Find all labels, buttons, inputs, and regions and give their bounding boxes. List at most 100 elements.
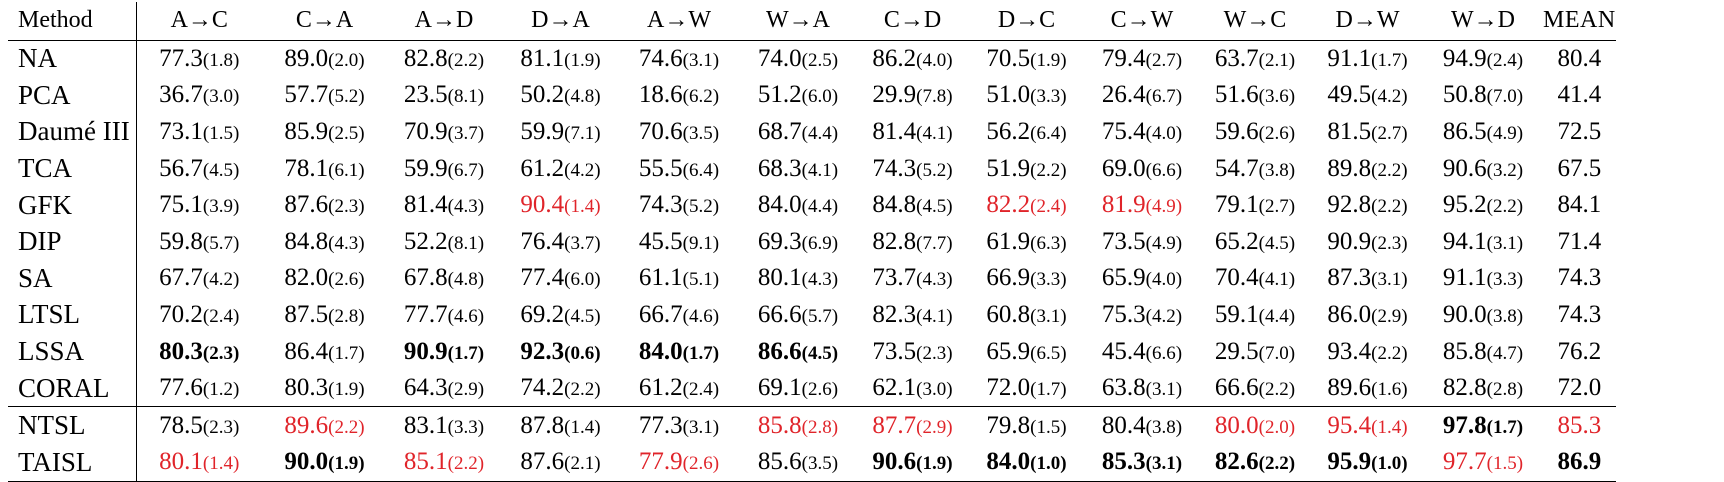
task-column-header: D→A <box>501 2 620 41</box>
accuracy-value: 81.4 <box>872 117 917 145</box>
accuracy-cell: 74.2(2.2) <box>501 370 620 407</box>
table-row: DIP 59.8(5.7) 84.8(4.3) 52.2(8.1) 76.4(3.7) 4… <box>8 223 1616 261</box>
accuracy-value: 91.1 <box>1327 44 1372 72</box>
accuracy-value: 67.8 <box>403 264 448 292</box>
accuracy-value: 80.3 <box>284 374 329 402</box>
std-dev: (2.2) <box>1258 379 1296 401</box>
table-row: NA 77.3(1.8) 89.0(2.0) 82.8(2.2) 81.1(1.9) 74… <box>8 40 1616 78</box>
std-dev: (2.2) <box>447 453 485 475</box>
task-column-header: A→D <box>387 2 501 41</box>
std-dev: (3.0) <box>916 379 953 401</box>
accuracy-value: 45.5 <box>638 227 683 255</box>
std-dev: (2.2) <box>564 379 601 401</box>
std-dev: (4.5) <box>564 305 601 327</box>
accuracy-cell: 85.8(4.7) <box>1423 333 1543 370</box>
accuracy-value: 79.1 <box>1214 191 1259 219</box>
accuracy-value: 80.0 <box>1214 411 1259 439</box>
accuracy-cell: 80.3(2.3) <box>136 333 262 370</box>
accuracy-value: 80.1 <box>757 264 802 292</box>
accuracy-value: 87.5 <box>284 300 329 328</box>
accuracy-value: 85.6 <box>757 448 802 476</box>
accuracy-value: 74.3 <box>872 154 917 182</box>
method-name: TCA <box>8 150 137 187</box>
accuracy-value: 51.6 <box>1214 81 1259 109</box>
mean-cell: 84.1 <box>1543 187 1616 224</box>
std-dev: (7.7) <box>916 232 953 254</box>
std-dev: (4.3) <box>916 269 953 291</box>
accuracy-value: 64.3 <box>403 374 448 402</box>
std-dev: (1.9) <box>916 453 953 475</box>
accuracy-value: 54.7 <box>1214 154 1259 182</box>
std-dev: (1.4) <box>564 416 601 438</box>
accuracy-cell: 75.1(3.9) <box>136 187 262 224</box>
accuracy-value: 95.9 <box>1327 448 1372 476</box>
accuracy-value: 77.6 <box>159 374 203 402</box>
std-dev: (4.2) <box>1371 86 1408 108</box>
accuracy-value: 83.1 <box>403 411 448 439</box>
std-dev: (5.2) <box>328 86 365 108</box>
std-dev: (2.8) <box>328 305 365 327</box>
accuracy-value: 77.3 <box>638 411 683 439</box>
std-dev: (0.6) <box>564 342 601 364</box>
accuracy-cell: 86.0(2.9) <box>1312 297 1423 334</box>
std-dev: (3.1) <box>1030 305 1067 327</box>
accuracy-value: 51.0 <box>986 81 1031 109</box>
std-dev: (3.7) <box>447 122 485 144</box>
accuracy-cell: 81.4(4.3) <box>387 187 501 224</box>
accuracy-cell: 80.0(2.0) <box>1198 406 1312 445</box>
accuracy-cell: 59.9(7.1) <box>501 114 620 151</box>
accuracy-value: 85.9 <box>284 117 329 145</box>
accuracy-value: 81.4 <box>403 191 448 219</box>
accuracy-cell: 70.9(3.7) <box>387 114 501 151</box>
accuracy-value: 85.1 <box>403 448 448 476</box>
accuracy-value: 84.0 <box>986 448 1031 476</box>
accuracy-value: 51.9 <box>986 154 1031 182</box>
std-dev: (2.6) <box>1258 122 1296 144</box>
accuracy-cell: 85.6(3.5) <box>738 444 858 482</box>
accuracy-value: 89.0 <box>284 44 329 72</box>
accuracy-cell: 74.0(2.5) <box>738 40 858 77</box>
accuracy-value: 67.7 <box>159 264 203 292</box>
accuracy-value: 92.8 <box>1327 191 1372 219</box>
accuracy-value: 75.3 <box>1101 300 1146 328</box>
std-dev: (3.3) <box>1486 269 1524 291</box>
accuracy-value: 82.8 <box>403 44 448 72</box>
accuracy-cell: 95.4(1.4) <box>1312 406 1423 445</box>
mean-value: 41.4 <box>1557 81 1602 109</box>
accuracy-cell: 82.2(2.4) <box>967 187 1086 224</box>
accuracy-cell: 84.8(4.3) <box>262 223 387 260</box>
std-dev: (2.2) <box>1486 196 1524 218</box>
accuracy-cell: 55.5(6.4) <box>620 150 738 187</box>
accuracy-value: 90.0 <box>1442 300 1487 328</box>
accuracy-value: 23.5 <box>403 81 448 109</box>
accuracy-cell: 63.8(3.1) <box>1086 370 1198 407</box>
method-name: CORAL <box>8 369 137 407</box>
std-dev: (7.8) <box>916 86 953 108</box>
accuracy-cell: 54.7(3.8) <box>1198 150 1312 187</box>
std-dev: (3.3) <box>447 416 485 438</box>
accuracy-value: 61.2 <box>520 154 565 182</box>
accuracy-value: 61.9 <box>986 227 1031 255</box>
accuracy-cell: 91.1(1.7) <box>1312 40 1423 77</box>
mean-cell: 72.5 <box>1543 114 1616 151</box>
accuracy-value: 49.5 <box>1327 81 1372 109</box>
accuracy-cell: 50.8(7.0) <box>1423 77 1543 114</box>
accuracy-value: 70.9 <box>403 117 448 145</box>
std-dev: (1.8) <box>202 49 240 71</box>
std-dev: (6.1) <box>328 159 365 181</box>
method-name: NTSL <box>8 406 137 445</box>
accuracy-value: 45.4 <box>1101 337 1146 365</box>
std-dev: (6.2) <box>682 86 720 108</box>
accuracy-cell: 51.9(2.2) <box>967 150 1086 187</box>
accuracy-value: 50.2 <box>520 81 565 109</box>
std-dev: (6.6) <box>1145 342 1183 364</box>
std-dev: (2.9) <box>447 379 485 401</box>
method-name: GFK <box>8 186 137 224</box>
std-dev: (3.3) <box>1030 269 1067 291</box>
std-dev: (9.1) <box>682 232 720 254</box>
accuracy-cell: 18.6(6.2) <box>620 77 738 114</box>
accuracy-cell: 61.1(5.1) <box>620 260 738 297</box>
std-dev: (1.6) <box>1371 379 1408 401</box>
std-dev: (1.9) <box>328 453 365 475</box>
table-row: Daumé III 73.1(1.5) 85.9(2.5) 70.9(3.7) 59.9… <box>8 113 1616 151</box>
